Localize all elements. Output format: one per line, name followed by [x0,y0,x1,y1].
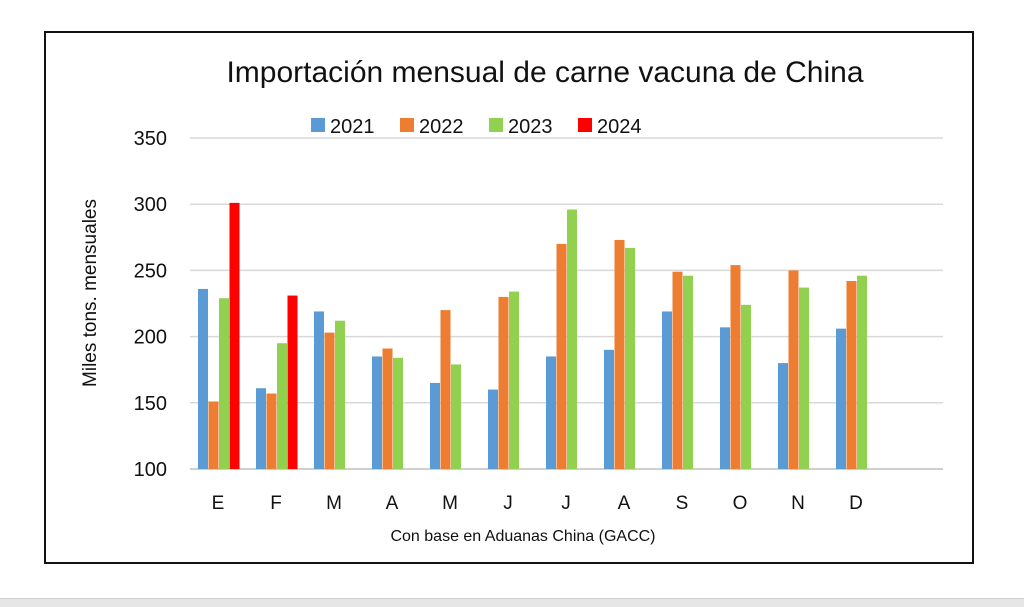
bar-2023-M [451,364,461,469]
bar-2022-O [730,265,741,469]
bar-2021-J [546,356,556,469]
x-tick-label: S [676,493,689,514]
bar-2023-A [393,357,403,469]
x-tick-label: N [791,493,805,514]
legend-swatch-2024 [578,118,592,132]
bar-2022-N [788,270,799,469]
x-tick-label: J [503,493,513,514]
bar-2023-J [567,209,577,469]
y-tick-label: 100 [134,459,167,481]
legend-swatch-2022 [400,118,414,132]
legend-label: 2024 [597,116,642,138]
x-tick-label: E [212,493,225,514]
x-tick-label: F [270,493,282,514]
bottom-strip [0,598,1024,607]
bar-2021-M [314,311,324,469]
x-tick-label: A [618,493,631,514]
bar-2022-S [672,271,683,469]
bar-2022-F [266,393,277,469]
bar-2023-S [683,275,693,469]
y-tick-label: 350 [134,128,167,150]
bar-2021-E [198,288,208,469]
legend-label: 2022 [419,116,464,138]
x-axis-label: Con base en Aduanas China (GACC) [390,528,655,545]
bar-2022-J [498,296,509,469]
legend-swatch-2021 [311,118,325,132]
x-tick-label: M [442,493,458,514]
bar-2021-D [836,328,846,469]
bar-2021-A [604,349,614,469]
bar-2022-A [614,239,625,469]
y-tick-label: 150 [134,393,167,415]
bar-2021-M [430,382,440,469]
bar-2022-A [382,348,393,469]
x-tick-label: D [849,493,863,514]
legend: 2021 2022 2023 2024 [311,116,642,138]
y-tick-label: 300 [134,194,167,216]
legend-label: 2023 [508,116,553,138]
chart-frame [44,31,974,564]
bar-2023-D [857,275,867,469]
bar-2021-N [778,363,788,469]
bar-2023-O [741,304,751,469]
legend-swatch-2023 [489,118,503,132]
chart-title: Importación mensual de carne vacuna de C… [226,56,863,89]
bar-2021-J [488,389,498,469]
bar-2023-N [799,287,809,469]
y-tick-label: 250 [134,260,167,282]
bar-2021-S [662,311,672,469]
bar-2022-E [208,401,219,469]
bar-2021-O [720,327,730,469]
y-tick-labels: 100 150 200 250 300 350 [134,128,167,481]
x-tick-label: O [733,493,748,514]
bar-2024-E [229,202,240,469]
bar-2022-D [846,280,857,469]
y-tick-label: 200 [134,327,167,349]
x-tick-label: A [386,493,399,514]
bar-2023-J [509,291,519,469]
bar-2023-M [335,320,345,469]
bar-2023-F [277,343,287,469]
x-tick-label: J [561,493,571,514]
bar-2021-F [256,388,266,469]
bar-2022-J [556,243,567,469]
bar-2021-A [372,356,382,469]
x-tick-label: M [326,493,342,514]
bar-2024-F [287,295,298,469]
bar-2023-A [625,247,635,469]
legend-label: 2021 [330,116,375,138]
bar-2022-M [440,310,451,469]
y-axis-label: Miles tons. mensuales [80,199,101,387]
bar-2022-M [324,332,335,469]
bars [198,202,867,469]
bar-2023-E [219,298,229,469]
